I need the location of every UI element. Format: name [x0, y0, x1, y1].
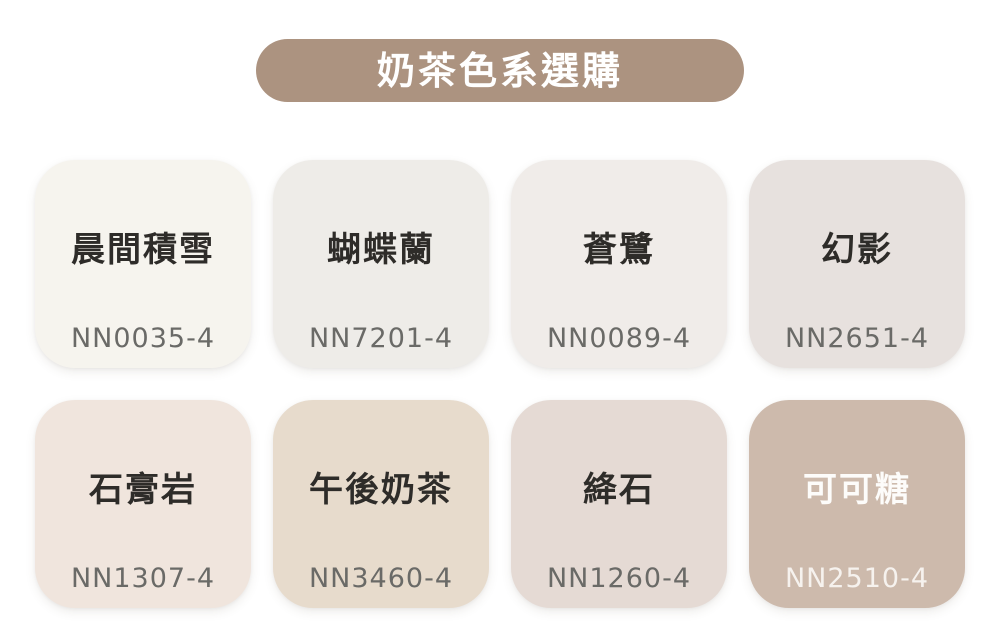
- color-code: NN1307-4: [70, 563, 216, 594]
- color-swatch-grey-heron[interactable]: 蒼鷺 NN0089-4: [511, 160, 727, 368]
- page-title: 奶茶色系選購: [376, 48, 623, 93]
- color-code: NN1260-4: [546, 563, 692, 594]
- color-swatch-phantom[interactable]: 幻影 NN2651-4: [749, 160, 965, 368]
- color-code: NN0035-4: [70, 323, 216, 354]
- color-swatch-cocoa-sugar[interactable]: 可可糖 NN2510-4: [749, 400, 965, 608]
- color-swatch-afternoon-milk-tea[interactable]: 午後奶茶 NN3460-4: [273, 400, 489, 608]
- color-code: NN2651-4: [784, 323, 930, 354]
- color-name: 蒼鷺: [583, 230, 655, 270]
- color-swatch-morning-snow[interactable]: 晨間積雪 NN0035-4: [35, 160, 251, 368]
- color-name: 石膏岩: [89, 470, 197, 510]
- page-title-badge: 奶茶色系選購: [256, 39, 744, 102]
- color-swatch-moth-orchid[interactable]: 蝴蝶蘭 NN7201-4: [273, 160, 489, 368]
- color-swatch-crimson-stone[interactable]: 絳石 NN1260-4: [511, 400, 727, 608]
- color-code: NN0089-4: [546, 323, 692, 354]
- color-name: 晨間積雪: [71, 230, 215, 270]
- color-swatch-gypsum-rock[interactable]: 石膏岩 NN1307-4: [35, 400, 251, 608]
- color-name: 絳石: [583, 470, 655, 510]
- color-swatch-grid: 晨間積雪 NN0035-4 蝴蝶蘭 NN7201-4 蒼鷺 NN0089-4 幻…: [35, 160, 965, 608]
- color-name: 可可糖: [803, 470, 911, 510]
- color-code: NN3460-4: [308, 563, 454, 594]
- color-name: 午後奶茶: [309, 470, 453, 510]
- color-name: 蝴蝶蘭: [327, 230, 435, 270]
- color-code: NN7201-4: [308, 323, 454, 354]
- color-name: 幻影: [821, 230, 893, 270]
- color-code: NN2510-4: [784, 563, 930, 594]
